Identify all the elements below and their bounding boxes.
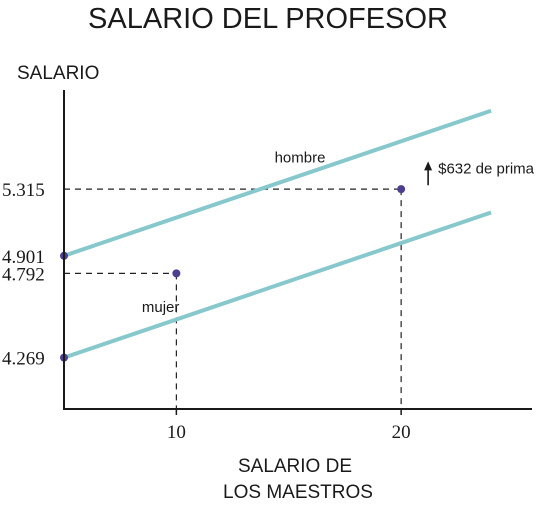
y-tick-label-3: 4.269 bbox=[2, 349, 45, 370]
series-label-hombre: hombre bbox=[275, 150, 326, 167]
chart-title: SALARIO DEL PROFESOR bbox=[88, 3, 448, 35]
series-line-hombre bbox=[63, 108, 492, 258]
y-axis-label: SALARIO bbox=[17, 63, 99, 84]
series-lines bbox=[63, 108, 492, 360]
guide-lines bbox=[64, 188, 402, 409]
y-tick-label-0: 5.315 bbox=[2, 180, 45, 201]
series-labels: hombre mujer bbox=[142, 150, 326, 316]
data-point-3 bbox=[397, 185, 406, 194]
x-axis-label-line-2: LOS MAESTROS bbox=[223, 482, 373, 503]
annotations: $632 de prima bbox=[424, 160, 535, 186]
annotation-arrow-head-0 bbox=[424, 161, 433, 171]
x-tick-label-1: 20 bbox=[392, 422, 411, 443]
y-tick-label-2: 4.792 bbox=[2, 264, 45, 285]
x-axis-label-line-1: SALARIO DE bbox=[238, 456, 352, 477]
data-point-2 bbox=[172, 269, 181, 278]
x-tick-label-0: 10 bbox=[167, 422, 186, 443]
series-label-mujer: mujer bbox=[142, 299, 180, 316]
y-tick-label-1: 4.901 bbox=[2, 247, 45, 268]
x-ticks: 10 20 bbox=[167, 409, 411, 443]
series-line-mujer bbox=[63, 210, 492, 360]
annotation-text-0: $632 de prima bbox=[438, 160, 535, 177]
